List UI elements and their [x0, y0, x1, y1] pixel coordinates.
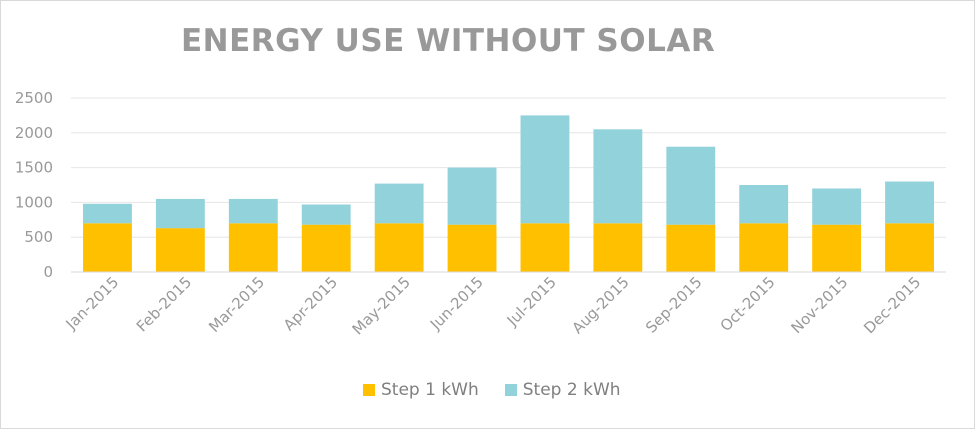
bar-step1 [593, 223, 643, 272]
bar-step2 [593, 129, 643, 224]
legend-item-step2: Step 2 kWh [504, 380, 621, 400]
bar-step1 [520, 223, 570, 272]
chart-title: ENERGY USE WITHOUT SOLAR [181, 23, 716, 59]
legend-label-step2: Step 2 kWh [522, 380, 621, 400]
x-tick-label: Dec-2015 [860, 273, 924, 337]
bar-step2 [155, 198, 205, 229]
bar-step2 [666, 146, 716, 225]
bar-step1 [228, 223, 278, 272]
bar-step2 [447, 167, 497, 225]
x-tick-label: Aug-2015 [568, 273, 632, 337]
bar-step1 [447, 224, 497, 272]
bars [83, 115, 934, 272]
x-tick-label: Apr-2015 [280, 273, 341, 334]
y-tick-label: 500 [24, 228, 53, 246]
bar-step2 [228, 198, 278, 224]
bar-step1 [155, 228, 205, 272]
bar-step2 [301, 204, 351, 225]
x-tick-label: Jan-2015 [62, 273, 123, 334]
bar-step1 [885, 223, 934, 272]
bar-step2 [739, 185, 789, 224]
bar-step2 [885, 181, 934, 224]
x-tick-label: Oct-2015 [717, 273, 779, 335]
bar-step2 [812, 188, 862, 225]
x-axis-ticks: Jan-2015 Feb-2015 Mar-2015 Apr-2015 May-2015… [62, 273, 925, 338]
x-tick-label: Jul-2015 [503, 273, 560, 330]
y-tick-label: 2500 [15, 89, 53, 107]
legend-label-step1: Step 1 kWh [381, 380, 479, 400]
bar-step1 [301, 224, 351, 272]
y-tick-label: 1500 [15, 159, 53, 177]
x-tick-label: Mar-2015 [205, 273, 268, 336]
legend: Step 1 kWh Step 2 kWh [363, 380, 621, 400]
bar-step2 [83, 203, 132, 224]
y-tick-label: 1000 [15, 193, 53, 211]
x-tick-label: Nov-2015 [787, 273, 851, 337]
legend-swatch-step1 [363, 384, 375, 396]
x-tick-label: Jun-2015 [426, 273, 487, 334]
bar-step2 [520, 115, 570, 224]
bar-step1 [374, 223, 424, 272]
x-tick-label: Feb-2015 [133, 273, 195, 335]
y-axis-ticks: 0 500 1000 1500 2000 2500 [15, 89, 53, 281]
y-tick-label: 0 [43, 263, 53, 281]
legend-item-step1: Step 1 kWh [363, 380, 479, 400]
x-tick-label: May-2015 [349, 273, 414, 338]
bar-step1 [739, 223, 789, 272]
bar-step1 [666, 224, 716, 272]
legend-swatch-step2 [504, 384, 517, 396]
x-tick-label: Sep-2015 [642, 273, 706, 337]
bar-step2 [374, 183, 424, 224]
bar-step1 [83, 223, 132, 272]
gridlines [71, 97, 946, 238]
y-tick-label: 2000 [15, 124, 53, 142]
bar-step1 [812, 224, 862, 272]
